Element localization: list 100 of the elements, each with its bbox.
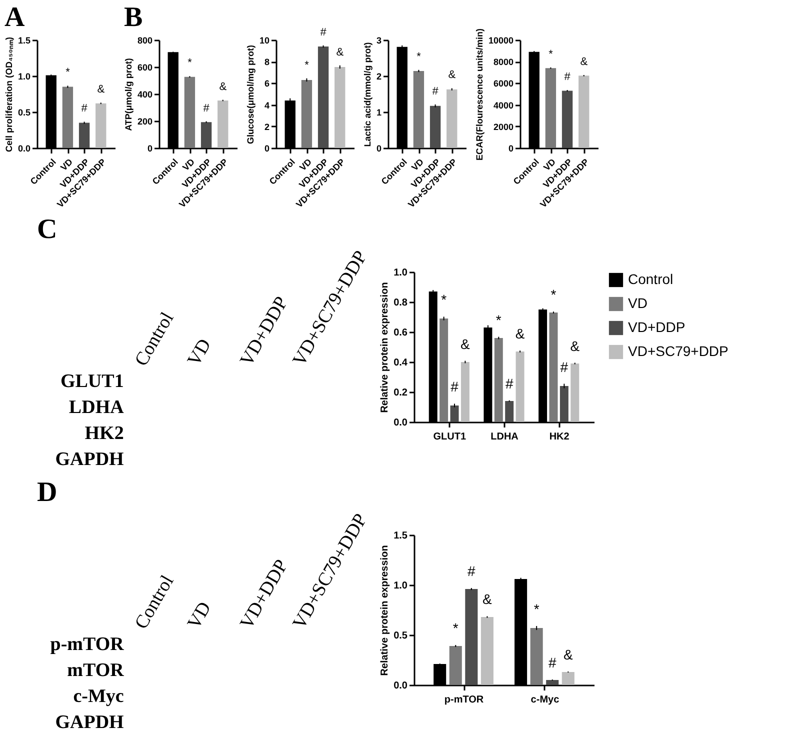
y-tick-label: 800 [137,36,152,46]
y-tick-label: 0.5 [18,108,30,118]
data-label: & [563,646,574,662]
data-label: # [564,71,572,84]
x-tick-label: GLUT1 [433,432,466,442]
y-tick-label: 1.0 [18,72,30,82]
y-tick-label: 3 [376,36,382,46]
y-tick-label: 1.0 [394,580,408,592]
bar [494,338,503,422]
legend-label: Control [628,271,674,287]
y-axis-title: ATP(μmol/g prot) [123,58,134,131]
text: D [37,476,58,508]
legend-label: VD [628,295,648,311]
bar [78,122,90,148]
data-label: # [81,102,88,115]
y-tick-label: 0 [376,144,382,154]
bar [62,86,74,148]
data-label: & [219,80,228,93]
text: C [37,214,58,245]
bar [562,90,573,148]
y-tick-label: 400 [137,90,152,100]
y-tick-label: 0 [147,144,152,154]
data-label: * [441,292,448,308]
y-axis-title: ECAR(Flourescence units/min) [474,28,484,161]
bar [430,106,441,148]
category-label: GLUT1 [60,371,124,392]
category-label: mTOR [67,660,124,682]
y-tick-label: 10 [259,36,270,46]
data-label: # [505,375,514,392]
y-tick-label: 2 [376,72,382,82]
y-tick-label: 0.5 [394,630,408,642]
y-axis-title: Relative protein expression [380,282,391,413]
y-axis-title: Lactic acid(mmol/g prot) [362,42,372,147]
y-tick-label: 10000 [488,36,514,46]
bar [562,672,574,685]
data-label: & [336,46,344,58]
data-label: & [448,69,456,82]
category-label: GAPDH [55,712,124,734]
legend-label: VD+DDP [628,319,686,335]
y-tick-label: 0.0 [18,144,30,154]
data-label: * [66,66,71,79]
chart-title: A [4,2,26,33]
y-tick-label: 6 [264,78,270,89]
bar [480,617,494,685]
y-tick-label: 6000 [493,78,514,89]
bar [413,70,424,148]
data-label: * [534,601,540,617]
data-label: # [320,26,328,38]
bar [460,362,470,422]
bar [446,89,458,148]
y-tick-label: 8 [264,57,270,68]
bar [516,352,524,422]
data-label: * [550,286,557,303]
category-label: GAPDH [55,449,124,470]
data-label: * [496,312,502,328]
y-tick-label: 0 [264,144,270,154]
chart-title: B [124,2,143,33]
category-label: VD [184,335,216,370]
data-label: & [482,591,493,608]
y-tick-label: 2000 [493,122,514,132]
y-tick-label: 600 [137,62,152,72]
y-tick-label: 0.4 [394,358,408,368]
legend-label: VD+SC79+DDP [628,343,728,359]
category-label: VD [184,598,216,633]
data-label: & [460,336,471,352]
bar [450,406,459,422]
bar [440,318,448,422]
bar [560,386,568,422]
bar [530,628,543,685]
data-label: * [416,50,422,63]
bar [545,68,556,148]
y-tick-label: 0.0 [394,680,408,692]
bar [570,364,580,422]
bar [505,401,514,422]
category-label: p-mTOR [50,634,124,656]
data-label: * [452,620,459,636]
data-label: * [188,57,193,70]
bar [546,680,559,685]
y-tick-label: 8000 [493,57,514,68]
category-label: LDHA [68,397,124,418]
y-tick-label: 1 [376,108,382,118]
y-axis-title: Cell proliferation (OD₄₅₀ₙₘ) [4,37,14,152]
bar [549,312,558,422]
bar [184,76,196,148]
y-tick-label: 0.0 [394,418,408,428]
bar [96,103,106,148]
data-label: # [560,358,568,375]
y-axis-title: Glucose(μmol/mg prot) [245,44,256,144]
y-tick-label: 1.5 [394,530,408,542]
data-label: & [515,326,526,342]
y-tick-label: 1.5 [18,36,30,46]
bar [301,80,312,148]
y-tick-label: 1.0 [394,268,408,278]
y-tick-label: 0.8 [394,298,408,308]
data-label: & [580,56,588,68]
data-label: # [468,563,476,579]
y-tick-label: 4000 [493,100,514,110]
x-tick-label: LDHA [490,432,518,442]
y-tick-label: 0.2 [394,388,408,398]
data-label: * [548,48,554,60]
